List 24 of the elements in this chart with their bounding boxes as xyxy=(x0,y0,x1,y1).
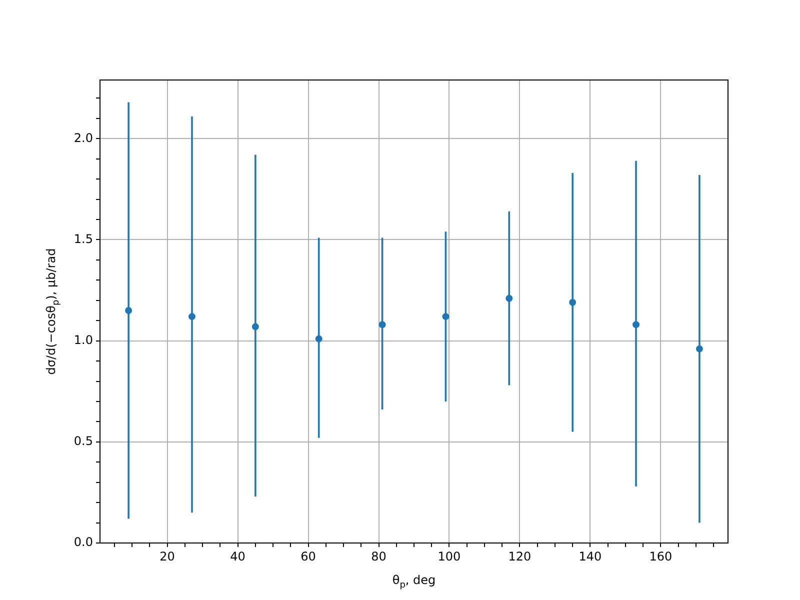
point xyxy=(378,321,386,328)
point xyxy=(188,313,196,320)
y-tick-label: 2.0 xyxy=(74,130,93,145)
x-tick-label: 160 xyxy=(649,549,672,564)
point xyxy=(442,313,450,320)
point xyxy=(506,294,513,302)
point xyxy=(315,335,322,342)
y-tick-label: 0.0 xyxy=(74,535,93,550)
y-tick-label: 0.5 xyxy=(74,434,93,448)
x-tick-label: 140 xyxy=(578,549,602,564)
y-tick-label: 1.5 xyxy=(74,232,93,246)
x-tick-label: 20 xyxy=(160,549,175,564)
x-tick-label: 40 xyxy=(230,549,246,564)
point xyxy=(125,306,132,314)
x-tick-label: 120 xyxy=(508,549,532,564)
point xyxy=(252,323,259,330)
x-tick-label: 60 xyxy=(300,549,316,564)
y-axis-title: dσ/d(−cosθp), μb/rad xyxy=(44,248,62,375)
point xyxy=(569,298,576,306)
point xyxy=(632,321,640,328)
y-tick-label: 1.0 xyxy=(74,332,93,347)
point xyxy=(696,345,703,352)
x-tick-label: 100 xyxy=(438,549,461,564)
x-tick-label: 80 xyxy=(371,549,386,564)
